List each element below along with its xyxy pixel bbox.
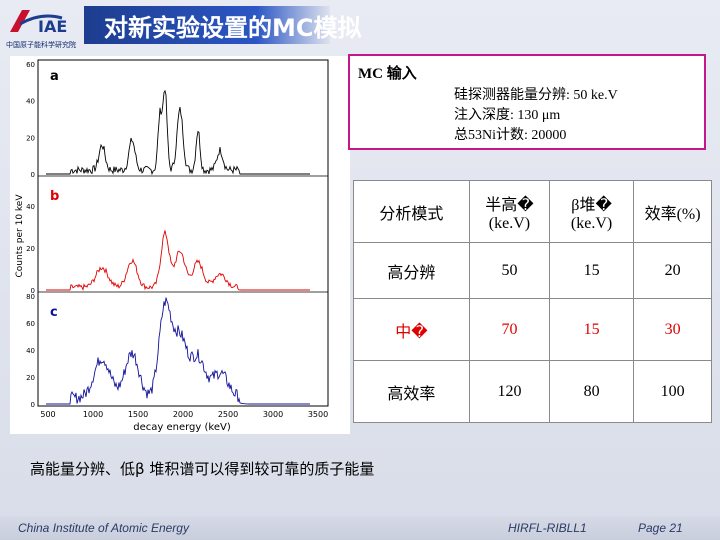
depth-line: 注入深度: 130 μm bbox=[454, 108, 561, 123]
y-tick-label: 40 bbox=[26, 98, 35, 106]
x-axis-label: decay energy (keV) bbox=[133, 422, 231, 433]
title-bar bbox=[84, 6, 330, 44]
counts-line: 总53Ni计数: 20000 bbox=[454, 128, 567, 143]
y-tick-label: 60 bbox=[26, 61, 35, 69]
row-pileup: 15 bbox=[549, 242, 635, 299]
footer-project: HIRFL-RIBLL1 bbox=[508, 521, 587, 535]
row-pileup: 80 bbox=[549, 360, 635, 423]
spectrum-trace-b bbox=[46, 230, 310, 291]
y-tick-label: 0 bbox=[31, 171, 35, 179]
table-row: 高效率 120 80 100 bbox=[353, 360, 712, 423]
y-axis-label: Counts per 10 keV bbox=[15, 194, 25, 278]
spectrum-trace-a bbox=[46, 89, 310, 176]
axis-ticks: 500 1000 1500 2000 2500 3000 35006040200402008… bbox=[26, 61, 328, 419]
table-header-row: 分析模式 半高� (ke.V) β堆� (ke.V) 效率(%) bbox=[353, 180, 712, 243]
row-efficiency: 20 bbox=[633, 242, 712, 299]
conclusion-text: 高能量分辨、低β 堆积谱可以得到较可靠的质子能量 bbox=[30, 460, 375, 478]
logo-text: IAE bbox=[38, 17, 67, 36]
row-efficiency: 30 bbox=[633, 298, 712, 361]
y-tick-label: 20 bbox=[26, 374, 35, 382]
header-efficiency: 效率(%) bbox=[633, 180, 712, 243]
row-mode: 高分辨 bbox=[353, 242, 470, 299]
y-tick-label: 40 bbox=[26, 347, 35, 355]
spectra-traces bbox=[46, 89, 310, 405]
panel-a-label: a bbox=[50, 69, 59, 84]
spectra-figure: a b c Counts per 10 keV decay energy (ke… bbox=[10, 56, 350, 434]
slide-title: 对新实验设置的MC模拟 bbox=[104, 14, 362, 42]
y-tick-label: 80 bbox=[26, 293, 35, 301]
x-tick-label: 1000 bbox=[83, 410, 103, 419]
x-tick-label: 2000 bbox=[173, 410, 193, 419]
y-tick-label: 20 bbox=[26, 134, 35, 142]
footer-bar bbox=[0, 516, 720, 540]
x-tick-label: 1500 bbox=[128, 410, 148, 419]
row-fwhm: 120 bbox=[468, 360, 551, 423]
row-mode: 高效率 bbox=[353, 360, 470, 423]
row-pileup: 15 bbox=[549, 298, 635, 361]
mc-input-heading: MC 输入 bbox=[358, 66, 417, 82]
mc-input-box: MC 输入 硅探测器能量分辨: 50 ke.V 注入深度: 130 μm 总53… bbox=[348, 54, 706, 150]
footer-institute: China Institute of Atomic Energy bbox=[18, 521, 189, 535]
analysis-mode-table: 分析模式 半高� (ke.V) β堆� (ke.V) 效率(%) 高分辨 50 … bbox=[353, 180, 712, 423]
y-tick-label: 60 bbox=[26, 320, 35, 328]
table-row-highlighted: 中� 70 15 30 bbox=[353, 298, 712, 361]
spectrum-trace-c bbox=[46, 297, 310, 405]
x-tick-label: 3000 bbox=[263, 410, 283, 419]
panel-c-label: c bbox=[50, 305, 58, 320]
panel-b-label: b bbox=[50, 189, 59, 204]
institute-logo: IAE 中国原子能科学研究院 bbox=[4, 2, 84, 50]
logo-icon: IAE bbox=[10, 10, 67, 36]
y-tick-label: 0 bbox=[31, 401, 35, 409]
row-efficiency: 100 bbox=[633, 360, 712, 423]
resolution-line: 硅探测器能量分辨: 50 ke.V bbox=[454, 88, 618, 103]
footer-page-number: Page 21 bbox=[638, 521, 683, 535]
x-tick-label: 500 bbox=[40, 410, 55, 419]
header-fwhm: 半高� (ke.V) bbox=[468, 180, 551, 243]
x-tick-label: 3500 bbox=[308, 410, 328, 419]
header-mode: 分析模式 bbox=[353, 180, 470, 243]
header-pileup: β堆� (ke.V) bbox=[549, 180, 635, 243]
row-mode: 中� bbox=[353, 298, 470, 361]
row-fwhm: 50 bbox=[468, 242, 551, 299]
y-tick-label: 20 bbox=[26, 245, 35, 253]
organization-name: 中国原子能科学研究院 bbox=[6, 41, 76, 49]
table-row: 高分辨 50 15 20 bbox=[353, 242, 712, 299]
x-tick-label: 2500 bbox=[218, 410, 238, 419]
row-fwhm: 70 bbox=[468, 298, 551, 361]
y-tick-label: 40 bbox=[26, 203, 35, 211]
y-tick-label: 0 bbox=[31, 287, 35, 295]
spectra-plot: a b c Counts per 10 keV decay energy (ke… bbox=[15, 59, 329, 433]
